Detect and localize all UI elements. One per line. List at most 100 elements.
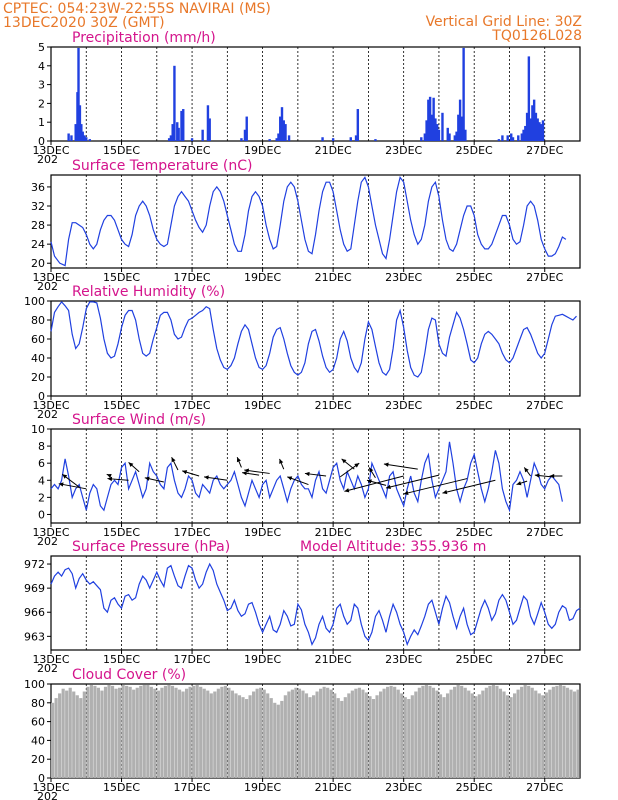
cloud-bar <box>375 695 379 778</box>
cloud-bar <box>435 690 439 778</box>
x-tick-label: 21DEC <box>315 781 352 794</box>
cloud-bar <box>259 687 263 778</box>
wind-vector <box>58 483 87 490</box>
cloud-bar <box>188 686 192 778</box>
x-tick-label: 27DEC <box>526 144 563 157</box>
cloud-bar <box>280 700 284 778</box>
cloud-bar <box>149 686 153 778</box>
cloud-bar <box>110 685 115 778</box>
cloud-bar <box>255 688 259 778</box>
x-tick-label: 19DEC <box>244 399 281 412</box>
cloud-bar <box>414 691 418 778</box>
precip-bar <box>527 56 531 141</box>
cloud-bar <box>336 698 340 778</box>
y-tick-label: 966 <box>24 606 45 619</box>
y-tick-label: 6 <box>38 457 45 470</box>
x-tick-label: 17DEC <box>174 144 211 157</box>
precip-bar <box>453 135 457 141</box>
cloud-bar <box>128 686 132 778</box>
cloud-bar <box>139 685 143 778</box>
cloud-bar <box>417 687 421 778</box>
cloud-bar <box>537 693 541 778</box>
wind-vector-head <box>58 482 64 487</box>
temp-frame <box>50 174 581 269</box>
x-tick-label: 17DEC <box>174 781 211 794</box>
cloud-bar <box>467 690 471 778</box>
precip-bar <box>430 114 434 141</box>
cloud-bar <box>565 687 570 778</box>
precip-bar <box>167 138 171 141</box>
cloud-bar <box>177 689 182 778</box>
x-tick-label: 23DEC <box>385 653 422 666</box>
precip-bar <box>517 135 520 141</box>
header-date: 13DEC2020 30Z (GMT) <box>3 15 165 31</box>
y-tick-label: 2 <box>38 491 45 504</box>
precip-bar <box>425 120 428 141</box>
precip-bar <box>331 138 335 141</box>
x-tick-label: 13DEC <box>32 271 69 284</box>
x-tick-label: 23DEC <box>385 399 422 412</box>
cloud-bar <box>400 693 404 778</box>
cloud-bar <box>125 685 129 778</box>
precip-bar <box>321 137 324 141</box>
wind-vector-head <box>171 457 176 463</box>
precip-bar <box>462 47 465 141</box>
press-panel <box>47 555 581 654</box>
cloud-bar <box>156 690 160 778</box>
y-tick-label: 100 <box>24 295 45 308</box>
cloud-bar <box>460 685 464 778</box>
wind-vector-head <box>403 490 409 495</box>
cloud-bar <box>202 688 206 778</box>
year-stub: 202 <box>37 662 58 675</box>
y-tick-label: 0 <box>38 508 45 521</box>
wind-vector <box>344 475 404 492</box>
cloud-bar <box>509 697 513 778</box>
cloud-bar <box>502 691 506 778</box>
cloud-bar <box>103 686 108 778</box>
cloud-bar <box>216 688 220 778</box>
y-tick-label: 1 <box>38 116 45 129</box>
x-tick-label: 25DEC <box>456 781 493 794</box>
cloud-bar <box>396 689 400 778</box>
cloud-bar <box>301 690 305 778</box>
cloud-bar <box>93 685 97 778</box>
y-tick-label: 10 <box>31 423 45 436</box>
wind-vector <box>403 478 468 495</box>
cloud-bar <box>347 693 351 778</box>
cloud-bar <box>283 695 287 778</box>
cloud-bar <box>220 686 224 778</box>
cloud-bar <box>445 693 450 778</box>
y-tick-label: 40 <box>31 734 45 747</box>
y-tick-label: 20 <box>31 371 45 384</box>
cloud-bar <box>438 694 443 778</box>
wind-vector <box>442 479 496 494</box>
cloud-bar <box>541 695 545 778</box>
rh-panel <box>47 300 581 400</box>
cloud-panel <box>47 683 581 782</box>
cloud-bar <box>428 685 432 778</box>
precip-bar <box>506 135 509 141</box>
cloud-bar <box>304 693 309 778</box>
y-tick-label: 0 <box>38 390 45 403</box>
precip-bar <box>77 47 80 141</box>
cloud-bar <box>463 687 467 778</box>
cloud-bar <box>386 686 390 778</box>
precip-bar <box>177 127 180 141</box>
cloud-bar <box>79 698 83 778</box>
x-tick-label: 23DEC <box>385 271 422 284</box>
cloud-bar <box>551 686 555 778</box>
precip-bar <box>190 138 194 141</box>
cloud-bar <box>311 695 316 778</box>
precip-bar <box>279 116 282 141</box>
wind-vector-head <box>341 458 347 464</box>
precip-bar <box>354 135 358 141</box>
cloud-bar <box>82 691 86 778</box>
precip-bar <box>284 124 287 141</box>
y-tick-label: 28 <box>31 219 45 232</box>
precip-bar <box>457 114 460 141</box>
precip-title: Precipitation (mm/h) <box>72 30 216 46</box>
precip-bar <box>356 109 360 141</box>
cloud-bar <box>495 685 499 778</box>
cloud-bar <box>340 700 344 778</box>
model-altitude-label: Model Altitude: 355.936 m <box>300 539 486 555</box>
